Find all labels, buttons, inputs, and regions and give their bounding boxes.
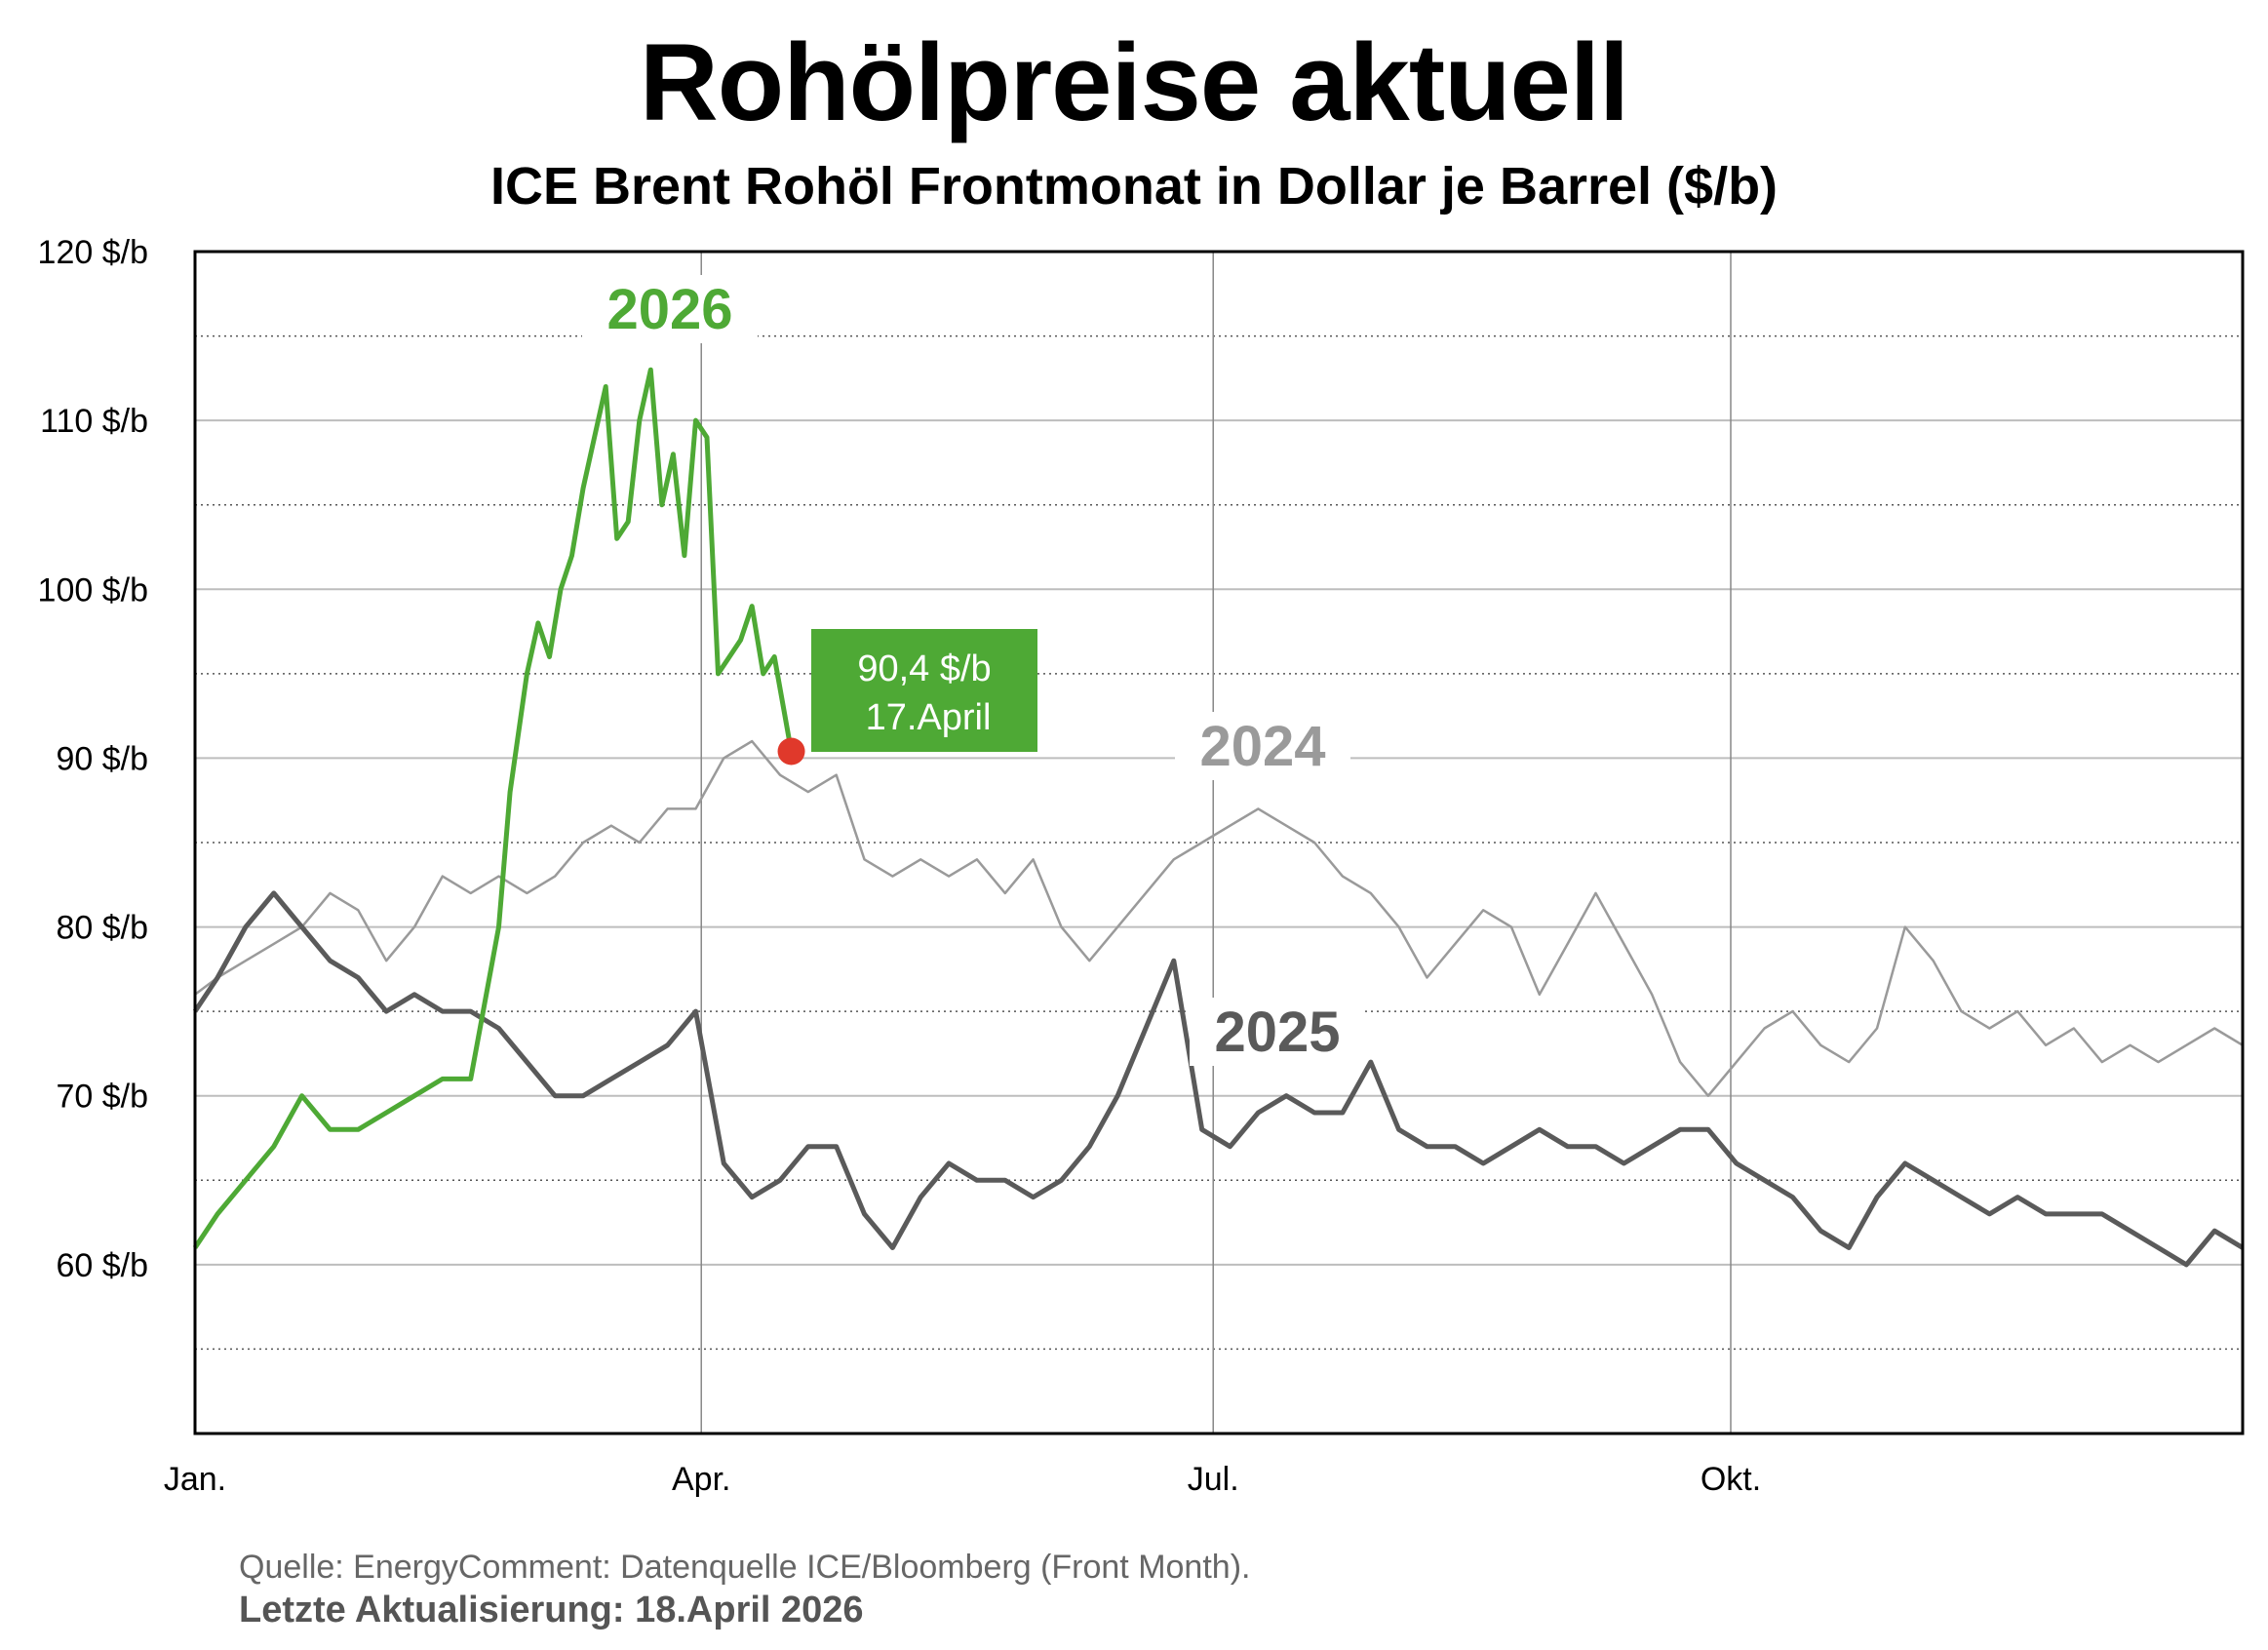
y-tick-label: 90 $/b xyxy=(56,740,148,777)
series-lines xyxy=(192,367,2245,1268)
callout-box xyxy=(811,629,1037,752)
callout-value: 90,4 $/b xyxy=(857,648,991,689)
plot-frame xyxy=(193,250,2245,1435)
series-label-bg xyxy=(1175,712,1350,780)
y-tick-label: 80 $/b xyxy=(56,910,148,947)
source-note: Quelle: EnergyComment: Datenquelle ICE/B… xyxy=(239,1549,1251,1586)
x-axis: Jan. Apr. Jul. Okt. xyxy=(164,1461,1761,1498)
x-tick-label: Okt. xyxy=(1701,1461,1761,1498)
x-tick-label: Apr. xyxy=(672,1461,730,1498)
series-line-2025 xyxy=(192,890,2245,1268)
series-label-2024: 2024 xyxy=(1199,715,1325,778)
series-label-2025: 2025 xyxy=(1214,1001,1340,1064)
y-tick-label: 70 $/b xyxy=(56,1079,148,1116)
series-labels: 2026 2024 2025 xyxy=(582,275,1365,1066)
chart-subtitle: ICE Brent Rohöl Frontmonat in Dollar je … xyxy=(489,157,1779,216)
series-label-2026: 2026 xyxy=(606,278,732,341)
y-tick-label: 120 $/b xyxy=(38,234,148,271)
last-updated: Letzte Aktualisierung: 18.April 2026 xyxy=(239,1590,864,1630)
x-tick-label: Jan. xyxy=(164,1461,226,1498)
callout-date: 17.April xyxy=(866,697,992,738)
y-tick-label: 100 $/b xyxy=(38,571,148,609)
x-tick-label: Jul. xyxy=(1188,1461,1239,1498)
grid-lines xyxy=(195,252,2243,1434)
series-label-bg xyxy=(582,275,758,343)
series-line-2024 xyxy=(194,739,2244,1097)
series-label-bg xyxy=(1190,998,1365,1066)
last-value-callout: 90,4 $/b 17.April xyxy=(777,629,1037,766)
y-tick-label: 60 $/b xyxy=(56,1247,148,1284)
y-tick-label: 110 $/b xyxy=(40,403,148,440)
last-value-marker xyxy=(777,737,805,766)
y-axis: 60 $/b 70 $/b 80 $/b 90 $/b 100 $/b 110 $/b 12… xyxy=(38,234,148,1284)
series-line-2026 xyxy=(192,367,794,1249)
chart-title: Rohölpreise aktuell xyxy=(639,21,1629,143)
